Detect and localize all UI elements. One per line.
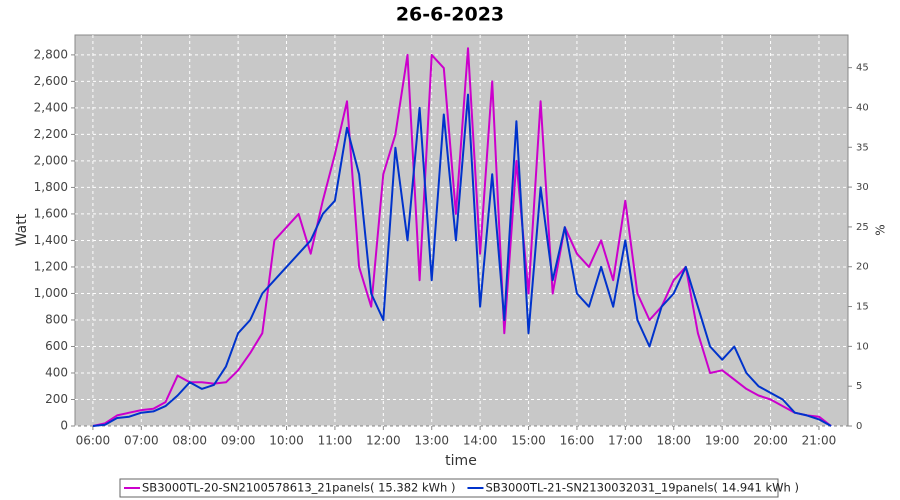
x-axis-label: time <box>445 453 477 469</box>
x-tick-label: 09:00 <box>221 434 256 448</box>
y2-axis-label: % <box>874 224 888 235</box>
x-tick-label: 08:00 <box>172 434 207 448</box>
y2-tick-label: 25 <box>856 222 869 233</box>
y2-tick-label: 5 <box>856 381 862 392</box>
legend-label: SB3000TL-21-SN2130032031_19panels( 14.94… <box>485 481 798 495</box>
y-tick-label: 0 <box>60 419 68 433</box>
y-tick-label: 2,000 <box>34 153 68 167</box>
y-tick-label: 600 <box>45 339 68 353</box>
y-tick-label: 2,200 <box>34 127 68 141</box>
y2-tick-label: 45 <box>856 63 869 74</box>
x-tick-label: 14:00 <box>463 434 498 448</box>
y-tick-label: 2,400 <box>34 100 68 114</box>
y-tick-label: 1,400 <box>34 233 68 247</box>
y2-tick-label: 20 <box>856 262 869 273</box>
x-tick-label: 15:00 <box>511 434 546 448</box>
x-tick-label: 16:00 <box>560 434 595 448</box>
y2-tick-label: 0 <box>856 421 862 432</box>
y-tick-label: 1,200 <box>34 259 68 273</box>
x-tick-label: 12:00 <box>366 434 401 448</box>
series-line <box>92 93 832 427</box>
y-tick-label: 1,000 <box>34 286 68 300</box>
y-tick-label: 400 <box>45 365 68 379</box>
y2-tick-label: 30 <box>856 182 869 193</box>
legend-label: SB3000TL-20-SN2100578613_21panels( 15.38… <box>142 481 455 495</box>
y2-tick-label: 35 <box>856 142 869 153</box>
chart-title: 26-6-2023 <box>396 4 504 26</box>
x-tick-label: 18:00 <box>656 434 691 448</box>
y2-tick-label: 10 <box>856 341 869 352</box>
x-tick-label: 07:00 <box>124 434 159 448</box>
y-tick-label: 2,600 <box>34 74 68 88</box>
y-axis-label: Watt <box>14 213 30 246</box>
x-tick-label: 17:00 <box>608 434 643 448</box>
x-tick-label: 13:00 <box>414 434 449 448</box>
y-tick-label: 800 <box>45 312 68 326</box>
x-tick-label: 20:00 <box>753 434 788 448</box>
x-tick-label: 06:00 <box>76 434 111 448</box>
y2-tick-label: 40 <box>856 102 869 113</box>
y-tick-label: 1,800 <box>34 180 68 194</box>
x-tick-label: 10:00 <box>269 434 304 448</box>
x-tick-label: 11:00 <box>318 434 353 448</box>
x-tick-label: 21:00 <box>802 434 837 448</box>
y-tick-label: 200 <box>45 392 68 406</box>
plot-area <box>74 34 849 427</box>
y2-tick-label: 15 <box>856 302 869 313</box>
legend <box>119 478 779 498</box>
x-tick-label: 19:00 <box>705 434 740 448</box>
y-tick-label: 1,600 <box>34 206 68 220</box>
y-tick-label: 2,800 <box>34 47 68 61</box>
